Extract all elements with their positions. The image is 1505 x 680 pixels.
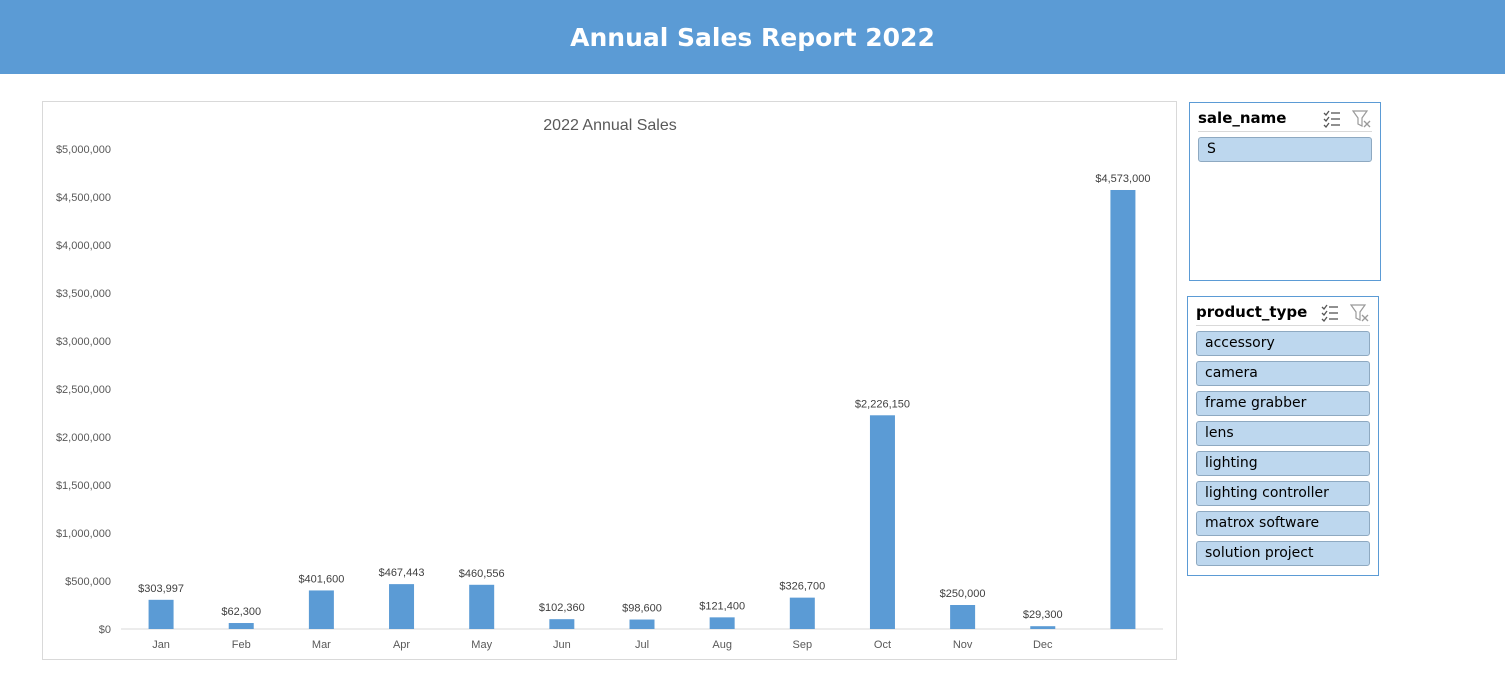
data-label: $98,600 [622, 603, 662, 615]
data-label: $467,443 [379, 567, 425, 579]
report-header: Annual Sales Report 2022 [0, 0, 1505, 74]
data-label: $29,300 [1023, 609, 1063, 621]
y-tick-label: $1,000,000 [56, 528, 111, 540]
y-tick-label: $3,500,000 [56, 288, 111, 300]
x-tick-label: Nov [953, 639, 973, 651]
bar [228, 623, 254, 629]
y-tick-label: $5,000,000 [56, 144, 111, 156]
x-tick-label: Dec [1033, 639, 1053, 651]
x-tick-label: Sep [793, 639, 813, 651]
y-tick-label: $3,000,000 [56, 336, 111, 348]
chart-canvas: 2022 Annual Sales $0 $500,000 $1,000,000 $1,… [56, 117, 1163, 651]
chart-title: 2022 Annual Sales [543, 117, 676, 134]
data-label: $250,000 [940, 588, 986, 600]
bar [869, 415, 895, 629]
bar [389, 584, 415, 629]
x-tick-label: Jun [553, 639, 571, 651]
slicer-item[interactable]: lighting [1196, 451, 1370, 476]
x-tick-label: Jul [635, 639, 649, 651]
slicer-item[interactable]: lens [1196, 421, 1370, 446]
x-tick-label: Jan [152, 639, 170, 651]
y-tick-label: $2,500,000 [56, 384, 111, 396]
slicer-header: sale_name [1198, 109, 1372, 132]
bar [789, 597, 815, 629]
data-label: $460,556 [459, 568, 505, 580]
slicer-item-list: accessory camera frame grabber lens lighting… [1196, 331, 1370, 571]
report-title: Annual Sales Report 2022 [570, 22, 935, 52]
bar [1110, 189, 1136, 629]
bar [1030, 626, 1056, 629]
slicer-item[interactable]: frame grabber [1196, 391, 1370, 416]
y-tick-label: $2,000,000 [56, 432, 111, 444]
slicer-item[interactable]: matrox software [1196, 511, 1370, 536]
data-label: $4,573,000 [1095, 173, 1150, 185]
x-tick-label: Apr [393, 639, 410, 651]
data-label: $326,700 [779, 581, 825, 593]
bar [709, 617, 735, 629]
slicer-item-list: S [1198, 137, 1372, 167]
data-label: $2,226,150 [855, 398, 910, 410]
data-label: $102,360 [539, 602, 585, 614]
data-label: $401,600 [298, 573, 344, 585]
bar [950, 605, 976, 629]
multi-select-icon[interactable] [1322, 109, 1342, 129]
x-tick-label: Feb [232, 639, 251, 651]
slicer-item[interactable]: S [1198, 137, 1372, 162]
slicer-title: sale_name [1198, 109, 1287, 127]
data-label: $62,300 [221, 606, 261, 618]
slicer-header: product_type [1196, 303, 1370, 326]
x-tick-label: Aug [712, 639, 732, 651]
y-tick-label: $4,000,000 [56, 240, 111, 252]
multi-select-icon[interactable] [1320, 303, 1340, 323]
slicer-item[interactable]: camera [1196, 361, 1370, 386]
x-tick-label: Mar [312, 639, 331, 651]
x-tick-label: Oct [874, 639, 891, 651]
data-label: $121,400 [699, 600, 745, 612]
slicer-title: product_type [1196, 303, 1308, 321]
annual-sales-chart[interactable]: 2022 Annual Sales $0 $500,000 $1,000,000 $1,… [42, 101, 1177, 660]
x-tick-label: May [471, 639, 492, 651]
slicer-item[interactable]: solution project [1196, 541, 1370, 566]
clear-filter-icon[interactable] [1350, 303, 1370, 323]
slicer-item[interactable]: accessory [1196, 331, 1370, 356]
bar [629, 619, 655, 629]
bar [549, 619, 575, 629]
clear-filter-icon[interactable] [1352, 109, 1372, 129]
y-tick-label: $1,500,000 [56, 480, 111, 492]
y-tick-label: $500,000 [65, 576, 111, 588]
slicer-item[interactable]: lighting controller [1196, 481, 1370, 506]
y-tick-label: $4,500,000 [56, 192, 111, 204]
y-tick-label: $0 [99, 624, 111, 636]
data-label: $303,997 [138, 583, 184, 595]
bar [308, 590, 334, 629]
bar [148, 599, 174, 629]
slicer-sale-name[interactable]: sale_name S [1189, 102, 1381, 281]
slicer-product-type[interactable]: product_type accessory camera frame grabbe… [1187, 296, 1379, 576]
bar [469, 584, 495, 629]
